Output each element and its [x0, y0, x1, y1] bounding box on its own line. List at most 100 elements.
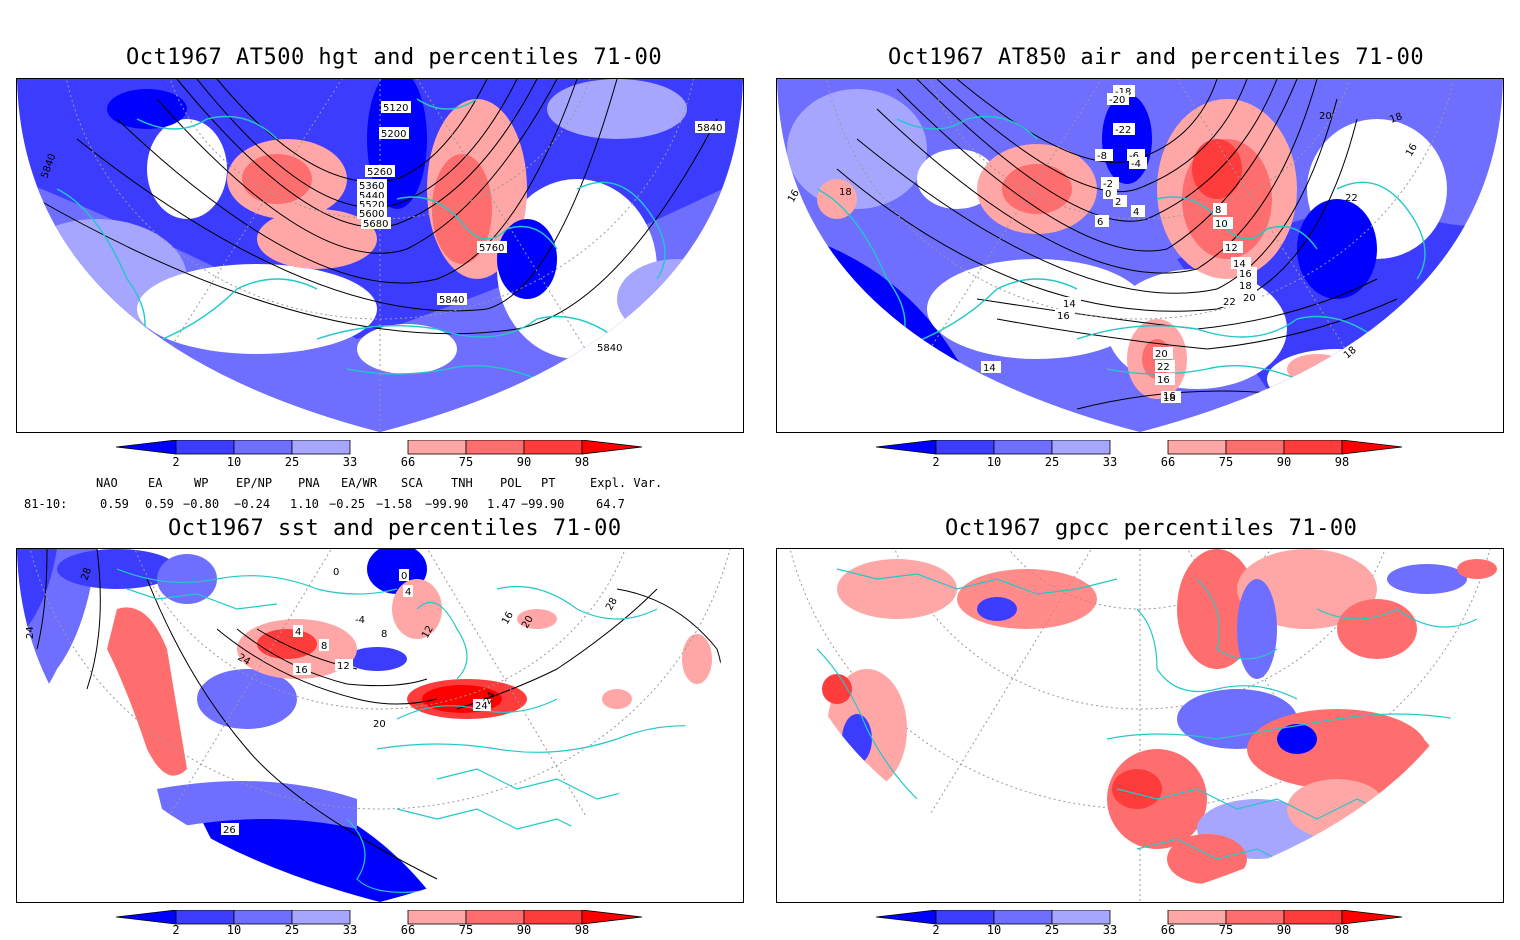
colorbar-tick: 25	[284, 923, 300, 937]
contour-label: 5520	[359, 200, 384, 211]
colorbar-tick: 25	[1044, 923, 1060, 937]
contour-label: 20	[1243, 293, 1256, 304]
colorbar-tick: 10	[986, 923, 1002, 937]
contour-label: 14	[1233, 259, 1246, 270]
colorbar-tick: 25	[284, 455, 300, 469]
contour-label: 0	[333, 567, 339, 578]
colorbar-tick: 10	[226, 455, 242, 469]
contour-label: 5260	[367, 167, 392, 178]
index-value: 0.59	[100, 497, 129, 511]
index-value: −0.24	[234, 497, 271, 511]
contour-label: 2	[1115, 197, 1121, 208]
contour-label: 24	[25, 626, 36, 639]
contour-label: -4	[1131, 159, 1141, 170]
panel-title-sst: Oct1967 sst and percentiles 71-00	[168, 516, 622, 541]
index-header: PT	[541, 476, 556, 490]
colorbar-tick: 98	[1334, 923, 1350, 937]
colorbar-tick: 66	[1160, 455, 1176, 469]
colorbar-air850: 2 10 25 33 66 75 90 98	[875, 439, 1406, 476]
contour-label: -8	[1097, 151, 1107, 162]
index-header: EA	[148, 476, 163, 490]
contour-label: 14	[1063, 299, 1076, 310]
contour-label: 5840	[597, 343, 622, 354]
index-header: TNH	[451, 476, 473, 490]
contour-label: 8	[321, 641, 327, 652]
contour-labels-sst: 28 24 0 0 4 -4 8 4 8 12 12 16 24 20 24 2…	[25, 565, 620, 836]
colorbar-swatches	[875, 909, 1403, 925]
index-header: EA/WR	[341, 476, 378, 490]
contour-label: 18	[1239, 281, 1252, 292]
contour-label: 12	[337, 661, 350, 672]
contour-label: 5680	[363, 219, 388, 230]
contour-label: 18	[839, 187, 852, 198]
colorbar-tick: 33	[1102, 455, 1118, 469]
colorbar-tick: 66	[1160, 923, 1176, 937]
contour-label: 0	[401, 571, 407, 582]
contour-label: 14	[983, 363, 996, 374]
contour-label: 22	[1157, 362, 1170, 373]
contour-label: 8	[381, 629, 387, 640]
contour-label: 24	[475, 701, 488, 712]
colorbar-tick: 66	[400, 455, 416, 469]
contour-label: 20	[373, 719, 386, 730]
colorbar-tick: 98	[574, 455, 590, 469]
colorbar-tick: 75	[458, 455, 474, 469]
colorbar-tick: 33	[342, 455, 358, 469]
contour-label: 5360	[359, 181, 384, 192]
index-row-label: 81-10:	[24, 497, 68, 511]
colorbar-swatches	[115, 439, 643, 455]
index-header: Expl. Var.	[590, 476, 663, 490]
colorbar-tick: 90	[1276, 923, 1292, 937]
contour-label: 5840	[697, 123, 722, 134]
colorbar-tick: 33	[1102, 923, 1118, 937]
panel-title-hgt500: Oct1967 AT500 hgt and percentiles 71-00	[126, 45, 663, 70]
map-panel-sst: 28 24 0 0 4 -4 8 4 8 12 12 16 24 20 24 2…	[16, 548, 744, 903]
colorbar-tick: 10	[986, 455, 1002, 469]
index-value: 1.10	[290, 497, 319, 511]
contour-label: 5120	[383, 103, 408, 114]
index-value: −0.80	[183, 497, 220, 511]
colorbar-tick: 90	[516, 923, 532, 937]
contour-label: 26	[223, 825, 236, 836]
index-header: SCA	[401, 476, 423, 490]
contour-label: 0	[1105, 189, 1111, 200]
contour-label: -20	[1109, 95, 1125, 106]
index-header: PNA	[298, 476, 320, 490]
colorbar-tick: 90	[516, 455, 532, 469]
contour-label: 4	[295, 627, 301, 638]
index-header: NAO	[96, 476, 118, 490]
contour-label: 16	[295, 665, 308, 676]
contour-label: 16	[1057, 311, 1070, 322]
colorbar-tick: 10	[226, 923, 242, 937]
colorbar-tick: 90	[1276, 455, 1292, 469]
contour-label: 10	[1215, 219, 1228, 230]
panel-title-air850: Oct1967 AT850 air and percentiles 71-00	[888, 45, 1425, 70]
colorbar-tick: 2	[172, 455, 180, 469]
map-panel-gpcc	[776, 548, 1504, 903]
index-value: 64.7	[596, 497, 625, 511]
contour-labels-hgt500: 5120 5200 5260 5360 5440 5520 5600 5680 …	[39, 101, 725, 354]
colorbar-tick: 75	[1218, 455, 1234, 469]
colorbar-tick: 66	[400, 923, 416, 937]
colorbar-swatches	[115, 909, 643, 925]
colorbar-tick: 2	[932, 455, 940, 469]
map-panel-air850: -18 -20 -22 -8 -6 -4 -2 0 2 4 6 8 10 12 …	[776, 78, 1504, 433]
colorbar-sst: 2 10 25 33 66 75 90 98	[115, 909, 646, 940]
colorbar-gpcc: 2 10 25 33 66 75 90 98	[875, 909, 1406, 940]
index-value: −1.58	[376, 497, 413, 511]
contour-label: 18	[1163, 393, 1176, 404]
colorbar-tick: 98	[574, 923, 590, 937]
contour-label: 5840	[439, 295, 464, 306]
contour-label: 12	[1225, 243, 1238, 254]
index-value: −0.25	[329, 497, 366, 511]
contour-label: 16	[1157, 375, 1170, 386]
index-header: WP	[194, 476, 209, 490]
contour-label: 16	[1163, 391, 1176, 402]
index-value: 1.47	[487, 497, 516, 511]
colorbar-tick: 75	[1218, 923, 1234, 937]
contour-label: 20	[1155, 349, 1168, 360]
contour-label: -18	[1115, 87, 1131, 98]
contour-label: 22	[1223, 297, 1236, 308]
index-header: EP/NP	[236, 476, 273, 490]
colorbar-swatches	[875, 439, 1403, 455]
